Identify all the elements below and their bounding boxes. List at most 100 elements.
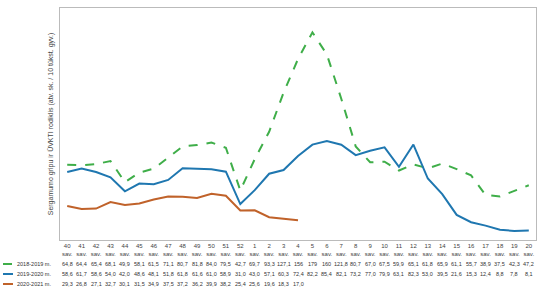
svg-text:64,4: 64,4 <box>76 261 87 267</box>
svg-text:61,7: 61,7 <box>76 271 87 277</box>
svg-text:48sav.: 48sav. <box>177 243 188 257</box>
svg-text:17,0: 17,0 <box>293 281 304 287</box>
svg-text:84,0: 84,0 <box>206 261 217 267</box>
svg-text:42,0: 42,0 <box>119 271 130 277</box>
svg-text:18sav.: 18sav. <box>495 243 506 257</box>
svg-text:31,0: 31,0 <box>235 271 246 277</box>
svg-text:9sav.: 9sav. <box>365 243 376 257</box>
svg-text:79,9: 79,9 <box>379 271 390 277</box>
svg-text:12,4: 12,4 <box>480 271 491 277</box>
svg-text:61,5: 61,5 <box>148 261 159 267</box>
svg-text:127,1: 127,1 <box>277 261 291 267</box>
svg-text:1sav.: 1sav. <box>249 243 260 257</box>
svg-text:48,6: 48,6 <box>134 271 145 277</box>
svg-text:40sav.: 40sav. <box>62 243 73 257</box>
svg-text:38,2: 38,2 <box>220 281 231 287</box>
svg-text:49,9: 49,9 <box>119 261 130 267</box>
svg-text:19sav.: 19sav. <box>509 243 520 257</box>
svg-text:8,8: 8,8 <box>496 271 504 277</box>
svg-text:93,3: 93,3 <box>264 261 275 267</box>
svg-text:13sav.: 13sav. <box>423 243 434 257</box>
svg-text:39,9: 39,9 <box>206 281 217 287</box>
svg-text:21,6: 21,6 <box>451 271 462 277</box>
svg-text:7,8: 7,8 <box>510 271 518 277</box>
svg-text:11sav.: 11sav. <box>394 243 405 257</box>
svg-text:5sav.: 5sav. <box>307 243 318 257</box>
svg-text:16sav.: 16sav. <box>466 243 477 257</box>
svg-text:60,3: 60,3 <box>278 271 289 277</box>
svg-text:25,6: 25,6 <box>249 281 260 287</box>
svg-text:47,2: 47,2 <box>523 261 534 267</box>
svg-text:46sav.: 46sav. <box>148 243 159 257</box>
svg-text:58,1: 58,1 <box>134 261 145 267</box>
svg-text:68,1: 68,1 <box>105 261 116 267</box>
svg-text:2sav.: 2sav. <box>264 243 275 257</box>
svg-text:67,0: 67,0 <box>365 261 376 267</box>
svg-text:15,3: 15,3 <box>466 271 477 277</box>
svg-text:8,1: 8,1 <box>525 271 533 277</box>
svg-text:27,1: 27,1 <box>91 281 102 287</box>
svg-text:10sav.: 10sav. <box>379 243 390 257</box>
svg-text:43,0: 43,0 <box>249 271 260 277</box>
svg-text:37,5: 37,5 <box>163 281 174 287</box>
svg-text:42,7: 42,7 <box>235 261 246 267</box>
svg-text:61,8: 61,8 <box>177 271 188 277</box>
svg-text:8sav.: 8sav. <box>350 243 361 257</box>
svg-text:37,2: 37,2 <box>177 281 188 287</box>
svg-text:42,3: 42,3 <box>509 261 520 267</box>
svg-text:59,9: 59,9 <box>393 261 404 267</box>
svg-text:39,5: 39,5 <box>437 271 448 277</box>
svg-text:47sav.: 47sav. <box>163 243 174 257</box>
svg-text:69,7: 69,7 <box>249 261 260 267</box>
svg-text:160: 160 <box>322 261 331 267</box>
svg-text:64,8: 64,8 <box>62 261 73 267</box>
svg-text:18,3: 18,3 <box>278 281 289 287</box>
svg-text:48,1: 48,1 <box>148 271 159 277</box>
svg-text:58,6: 58,6 <box>91 271 102 277</box>
svg-text:52sav.: 52sav. <box>235 243 246 257</box>
svg-text:3sav.: 3sav. <box>278 243 289 257</box>
svg-text:41sav.: 41sav. <box>76 243 87 257</box>
svg-text:58,6: 58,6 <box>62 271 73 277</box>
svg-text:57,1: 57,1 <box>264 271 275 277</box>
svg-text:19,6: 19,6 <box>264 281 275 287</box>
svg-text:61,6: 61,6 <box>192 271 203 277</box>
svg-text:43sav.: 43sav. <box>105 243 116 257</box>
svg-text:65,9: 65,9 <box>437 261 448 267</box>
svg-text:25,4: 25,4 <box>235 281 246 287</box>
svg-text:26,8: 26,8 <box>76 281 87 287</box>
svg-text:79,5: 79,5 <box>220 261 231 267</box>
svg-text:63,1: 63,1 <box>393 271 404 277</box>
svg-text:36,2: 36,2 <box>192 281 203 287</box>
svg-text:156: 156 <box>294 261 303 267</box>
svg-text:17sav.: 17sav. <box>480 243 491 257</box>
svg-text:7sav.: 7sav. <box>336 243 347 257</box>
svg-text:82,1: 82,1 <box>336 271 347 277</box>
svg-text:61,1: 61,1 <box>451 261 462 267</box>
svg-text:58,9: 58,9 <box>220 271 231 277</box>
svg-text:77,0: 77,0 <box>365 271 376 277</box>
svg-text:81,8: 81,8 <box>192 261 203 267</box>
svg-text:42sav.: 42sav. <box>91 243 102 257</box>
svg-text:15sav.: 15sav. <box>451 243 462 257</box>
svg-text:20sav.: 20sav. <box>524 243 535 257</box>
svg-text:65,1: 65,1 <box>408 261 419 267</box>
svg-text:72,4: 72,4 <box>293 271 304 277</box>
svg-text:65,4: 65,4 <box>91 261 102 267</box>
svg-text:82,3: 82,3 <box>408 271 419 277</box>
svg-text:Sergamumo gripu ir ŪVKTI rodik: Sergamumo gripu ir ŪVKTI rodiklis (atv. … <box>47 33 55 216</box>
svg-text:49sav.: 49sav. <box>192 243 203 257</box>
svg-text:4sav.: 4sav. <box>293 243 304 257</box>
svg-text:80,7: 80,7 <box>177 261 188 267</box>
svg-text:67,5: 67,5 <box>379 261 390 267</box>
svg-text:85,4: 85,4 <box>321 271 332 277</box>
svg-text:37,5: 37,5 <box>494 261 505 267</box>
svg-text:38,9: 38,9 <box>480 261 491 267</box>
svg-text:53,0: 53,0 <box>422 271 433 277</box>
svg-text:54,0: 54,0 <box>105 271 116 277</box>
svg-text:51sav.: 51sav. <box>221 243 232 257</box>
svg-text:73,2: 73,2 <box>350 271 361 277</box>
svg-text:44sav.: 44sav. <box>120 243 131 257</box>
svg-text:80,7: 80,7 <box>350 261 361 267</box>
svg-text:29,3: 29,3 <box>62 281 73 287</box>
